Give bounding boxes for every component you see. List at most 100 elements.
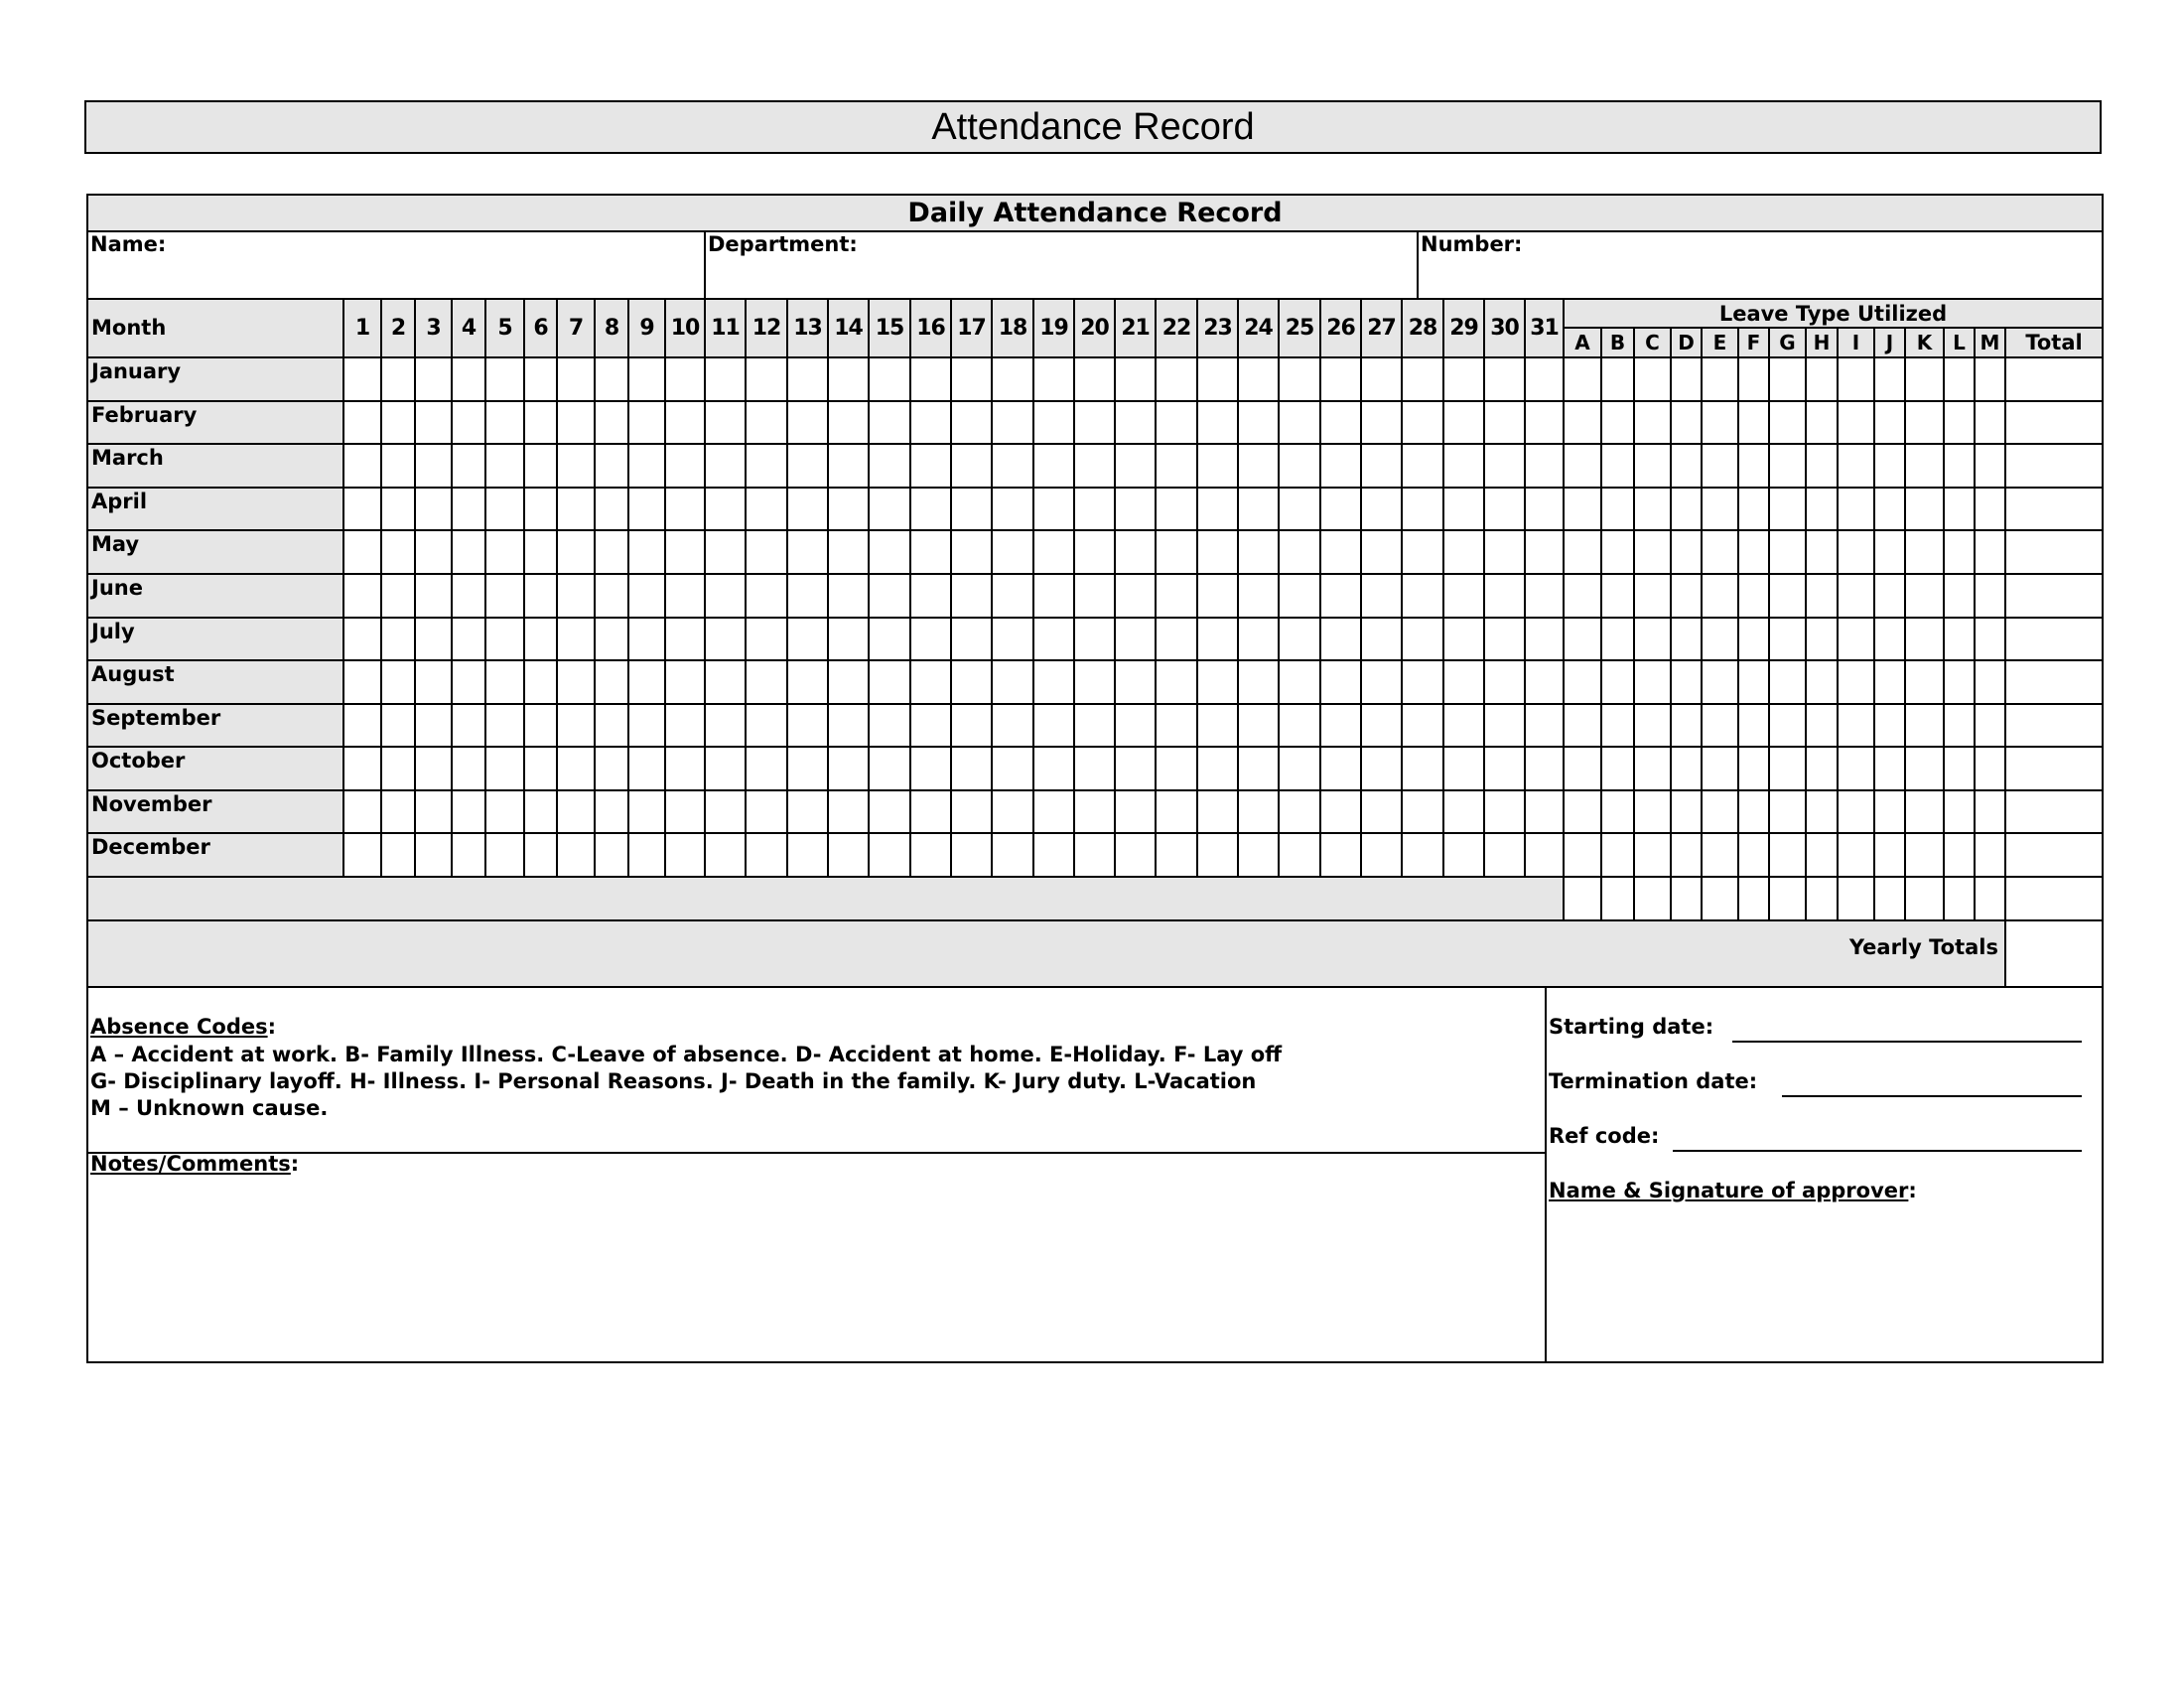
leave-cell[interactable] [1837, 400, 1875, 445]
leave-cell[interactable] [1600, 400, 1635, 445]
day-cell[interactable] [827, 659, 870, 705]
day-cell[interactable] [1155, 659, 1198, 705]
leave-cell[interactable] [1837, 789, 1875, 834]
termination-date-input[interactable] [1782, 1095, 2082, 1097]
leave-total-cell[interactable] [1768, 876, 1807, 921]
leave-cell[interactable] [1670, 487, 1703, 531]
leave-cell[interactable] [1805, 832, 1839, 878]
day-cell[interactable] [380, 746, 416, 791]
day-cell[interactable] [1401, 573, 1444, 619]
day-cell[interactable] [1442, 356, 1485, 402]
day-cell[interactable] [1483, 573, 1526, 619]
leave-cell[interactable] [1974, 356, 2006, 402]
day-cell[interactable] [627, 356, 666, 402]
day-cell[interactable] [380, 659, 416, 705]
day-cell[interactable] [1237, 356, 1280, 402]
day-cell[interactable] [342, 573, 382, 619]
day-cell[interactable] [827, 356, 870, 402]
day-cell[interactable] [523, 529, 558, 575]
starting-date-input[interactable] [1732, 1041, 2082, 1043]
day-cell[interactable] [627, 703, 666, 748]
day-cell[interactable] [1278, 487, 1321, 531]
day-cell[interactable] [786, 356, 829, 402]
leave-cell[interactable] [1837, 443, 1875, 489]
day-cell[interactable] [1196, 443, 1239, 489]
day-cell[interactable] [1032, 703, 1075, 748]
day-cell[interactable] [1442, 703, 1485, 748]
day-cell[interactable] [484, 529, 525, 575]
day-cell[interactable] [556, 789, 596, 834]
day-cell[interactable] [1032, 617, 1075, 661]
day-cell[interactable] [1237, 789, 1280, 834]
day-cell[interactable] [1524, 789, 1565, 834]
leave-cell[interactable] [1600, 573, 1635, 619]
day-cell[interactable] [594, 746, 629, 791]
day-cell[interactable] [909, 789, 952, 834]
day-cell[interactable] [664, 617, 706, 661]
day-cell[interactable] [523, 832, 558, 878]
leave-cell[interactable] [1737, 573, 1770, 619]
leave-cell[interactable] [1805, 659, 1839, 705]
day-cell[interactable] [827, 400, 870, 445]
day-cell[interactable] [1114, 617, 1157, 661]
day-cell[interactable] [484, 356, 525, 402]
day-cell[interactable] [523, 789, 558, 834]
leave-cell[interactable] [1904, 617, 1945, 661]
leave-cell[interactable] [1701, 573, 1739, 619]
leave-cell[interactable] [1837, 617, 1875, 661]
day-cell[interactable] [868, 703, 911, 748]
day-cell[interactable] [1524, 529, 1565, 575]
leave-cell[interactable] [1974, 400, 2006, 445]
leave-total-cell[interactable] [1600, 876, 1635, 921]
day-cell[interactable] [1524, 487, 1565, 531]
day-cell[interactable] [664, 443, 706, 489]
day-cell[interactable] [1483, 487, 1526, 531]
day-cell[interactable] [991, 487, 1034, 531]
day-cell[interactable] [664, 487, 706, 531]
leave-cell[interactable] [1633, 356, 1672, 402]
day-cell[interactable] [991, 443, 1034, 489]
day-cell[interactable] [1483, 400, 1526, 445]
day-cell[interactable] [523, 400, 558, 445]
leave-cell[interactable] [1737, 832, 1770, 878]
leave-cell[interactable] [1837, 659, 1875, 705]
leave-cell[interactable] [1563, 703, 1602, 748]
day-cell[interactable] [664, 789, 706, 834]
day-cell[interactable] [451, 443, 486, 489]
day-cell[interactable] [1196, 356, 1239, 402]
day-cell[interactable] [1483, 356, 1526, 402]
day-cell[interactable] [950, 573, 993, 619]
leave-cell[interactable] [1837, 746, 1875, 791]
total-cell[interactable] [2004, 659, 2104, 705]
day-cell[interactable] [1360, 746, 1403, 791]
day-cell[interactable] [380, 832, 416, 878]
leave-cell[interactable] [1701, 529, 1739, 575]
day-cell[interactable] [1442, 659, 1485, 705]
day-cell[interactable] [786, 789, 829, 834]
leave-cell[interactable] [1974, 617, 2006, 661]
day-cell[interactable] [1319, 443, 1362, 489]
day-cell[interactable] [484, 703, 525, 748]
day-cell[interactable] [909, 529, 952, 575]
day-cell[interactable] [991, 832, 1034, 878]
day-cell[interactable] [380, 789, 416, 834]
day-cell[interactable] [1237, 400, 1280, 445]
leave-cell[interactable] [1670, 529, 1703, 575]
day-cell[interactable] [1032, 659, 1075, 705]
leave-cell[interactable] [1837, 832, 1875, 878]
day-cell[interactable] [594, 659, 629, 705]
day-cell[interactable] [556, 617, 596, 661]
day-cell[interactable] [627, 573, 666, 619]
leave-cell[interactable] [1670, 573, 1703, 619]
day-cell[interactable] [1114, 443, 1157, 489]
day-cell[interactable] [1524, 703, 1565, 748]
day-cell[interactable] [950, 746, 993, 791]
day-cell[interactable] [594, 356, 629, 402]
day-cell[interactable] [523, 356, 558, 402]
day-cell[interactable] [484, 789, 525, 834]
day-cell[interactable] [1155, 617, 1198, 661]
day-cell[interactable] [1196, 832, 1239, 878]
day-cell[interactable] [451, 356, 486, 402]
day-cell[interactable] [909, 832, 952, 878]
day-cell[interactable] [909, 617, 952, 661]
